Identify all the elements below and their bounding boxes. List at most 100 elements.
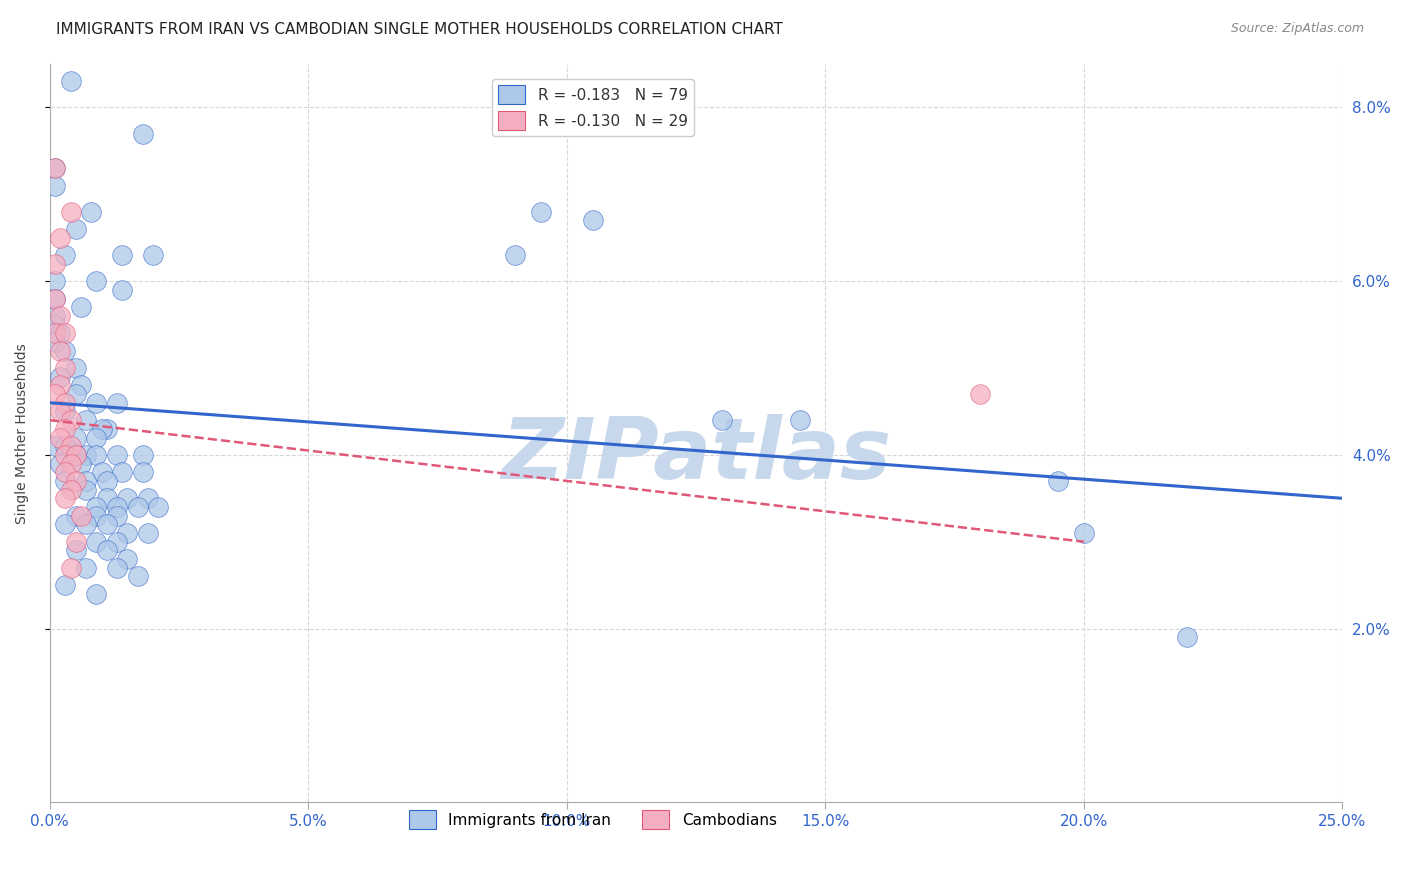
Point — [65, 361, 87, 376]
Point — [86, 508, 108, 523]
Point — [44, 439, 66, 453]
Point — [65, 474, 87, 488]
Point — [59, 561, 82, 575]
Point — [96, 517, 118, 532]
Point — [132, 448, 155, 462]
Point — [789, 413, 811, 427]
Point — [65, 534, 87, 549]
Point — [111, 465, 134, 479]
Point — [53, 361, 76, 376]
Point — [86, 274, 108, 288]
Point — [142, 248, 165, 262]
Point — [65, 448, 87, 462]
Point — [969, 387, 991, 401]
Point — [49, 457, 72, 471]
Legend: Immigrants from Iran, Cambodians: Immigrants from Iran, Cambodians — [402, 805, 783, 835]
Point — [44, 318, 66, 332]
Point — [86, 500, 108, 514]
Point — [105, 508, 128, 523]
Point — [49, 326, 72, 341]
Point — [49, 404, 72, 418]
Point — [53, 578, 76, 592]
Point — [117, 552, 139, 566]
Point — [86, 396, 108, 410]
Point — [53, 448, 76, 462]
Point — [80, 204, 103, 219]
Point — [44, 309, 66, 323]
Point — [70, 508, 93, 523]
Point — [90, 422, 112, 436]
Point — [53, 465, 76, 479]
Point — [53, 474, 76, 488]
Point — [96, 491, 118, 506]
Point — [75, 413, 97, 427]
Point — [44, 274, 66, 288]
Point — [117, 491, 139, 506]
Point — [90, 465, 112, 479]
Point — [44, 292, 66, 306]
Point — [70, 378, 93, 392]
Point — [710, 413, 733, 427]
Point — [136, 491, 159, 506]
Point — [44, 387, 66, 401]
Point — [53, 396, 76, 410]
Point — [86, 448, 108, 462]
Point — [70, 300, 93, 314]
Point — [1175, 630, 1198, 644]
Point — [53, 517, 76, 532]
Point — [53, 404, 76, 418]
Point — [75, 517, 97, 532]
Point — [44, 161, 66, 176]
Point — [44, 178, 66, 193]
Point — [96, 422, 118, 436]
Point — [49, 369, 72, 384]
Point — [1073, 526, 1095, 541]
Y-axis label: Single Mother Households: Single Mother Households — [15, 343, 30, 524]
Point — [53, 248, 76, 262]
Point — [53, 439, 76, 453]
Point — [49, 378, 72, 392]
Point — [148, 500, 170, 514]
Point — [127, 500, 149, 514]
Point — [117, 526, 139, 541]
Point — [44, 161, 66, 176]
Point — [75, 474, 97, 488]
Point — [132, 465, 155, 479]
Point — [75, 448, 97, 462]
Point — [136, 526, 159, 541]
Point — [44, 257, 66, 271]
Point — [75, 561, 97, 575]
Point — [49, 309, 72, 323]
Point — [59, 439, 82, 453]
Point — [75, 483, 97, 497]
Text: Source: ZipAtlas.com: Source: ZipAtlas.com — [1230, 22, 1364, 36]
Text: ZIPatlas: ZIPatlas — [501, 414, 891, 497]
Point — [65, 448, 87, 462]
Point — [53, 343, 76, 358]
Point — [86, 430, 108, 444]
Point — [127, 569, 149, 583]
Point — [53, 422, 76, 436]
Point — [132, 127, 155, 141]
Point — [44, 334, 66, 349]
Point — [105, 448, 128, 462]
Point — [86, 587, 108, 601]
Point — [59, 457, 82, 471]
Point — [105, 396, 128, 410]
Point — [111, 283, 134, 297]
Point — [49, 231, 72, 245]
Point — [1047, 474, 1070, 488]
Point — [59, 413, 82, 427]
Text: IMMIGRANTS FROM IRAN VS CAMBODIAN SINGLE MOTHER HOUSEHOLDS CORRELATION CHART: IMMIGRANTS FROM IRAN VS CAMBODIAN SINGLE… — [56, 22, 783, 37]
Point — [59, 483, 82, 497]
Point — [105, 500, 128, 514]
Point — [111, 248, 134, 262]
Point — [65, 430, 87, 444]
Point — [44, 292, 66, 306]
Point — [503, 248, 526, 262]
Point — [582, 213, 605, 227]
Point — [65, 508, 87, 523]
Point — [65, 387, 87, 401]
Point — [96, 543, 118, 558]
Point — [65, 543, 87, 558]
